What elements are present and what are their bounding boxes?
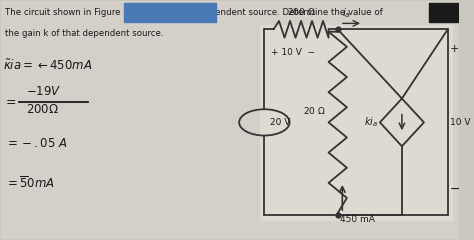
Text: 200 $\Omega$: 200 $\Omega$ (287, 6, 315, 17)
Text: 450 mA: 450 mA (340, 216, 375, 224)
Text: 20 V: 20 V (270, 118, 290, 127)
Text: −: − (450, 183, 461, 196)
Text: $= -.05\ A$: $= -.05\ A$ (5, 137, 68, 150)
Text: 20 $\Omega$: 20 $\Omega$ (303, 105, 326, 116)
Text: + 10 V  −: + 10 V − (271, 48, 315, 57)
Text: The circuit shown in Figure below contains a dependent source. Determine the val: The circuit shown in Figure below contai… (5, 8, 383, 17)
Text: $200\Omega$: $200\Omega$ (26, 103, 59, 116)
Text: the gain k of that dependent source.: the gain k of that dependent source. (5, 29, 164, 38)
Text: +: + (450, 44, 459, 54)
Text: =: = (5, 96, 16, 109)
Text: $\tilde{\kappa}ia = \leftarrow 450mA$: $\tilde{\kappa}ia = \leftarrow 450mA$ (3, 59, 92, 73)
Bar (429, 3, 459, 22)
Text: $i_a$: $i_a$ (342, 6, 351, 20)
Text: $ki_a$: $ki_a$ (364, 115, 378, 129)
Bar (260, 24, 452, 220)
Text: $= \overline{5}0mA$: $= \overline{5}0mA$ (5, 175, 55, 191)
Text: $-19V$: $-19V$ (26, 85, 62, 98)
Bar (125, 3, 216, 22)
Text: 10 V: 10 V (450, 118, 471, 127)
